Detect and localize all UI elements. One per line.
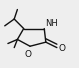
Text: O: O <box>58 44 65 53</box>
Text: O: O <box>25 50 32 59</box>
Text: NH: NH <box>45 19 58 28</box>
